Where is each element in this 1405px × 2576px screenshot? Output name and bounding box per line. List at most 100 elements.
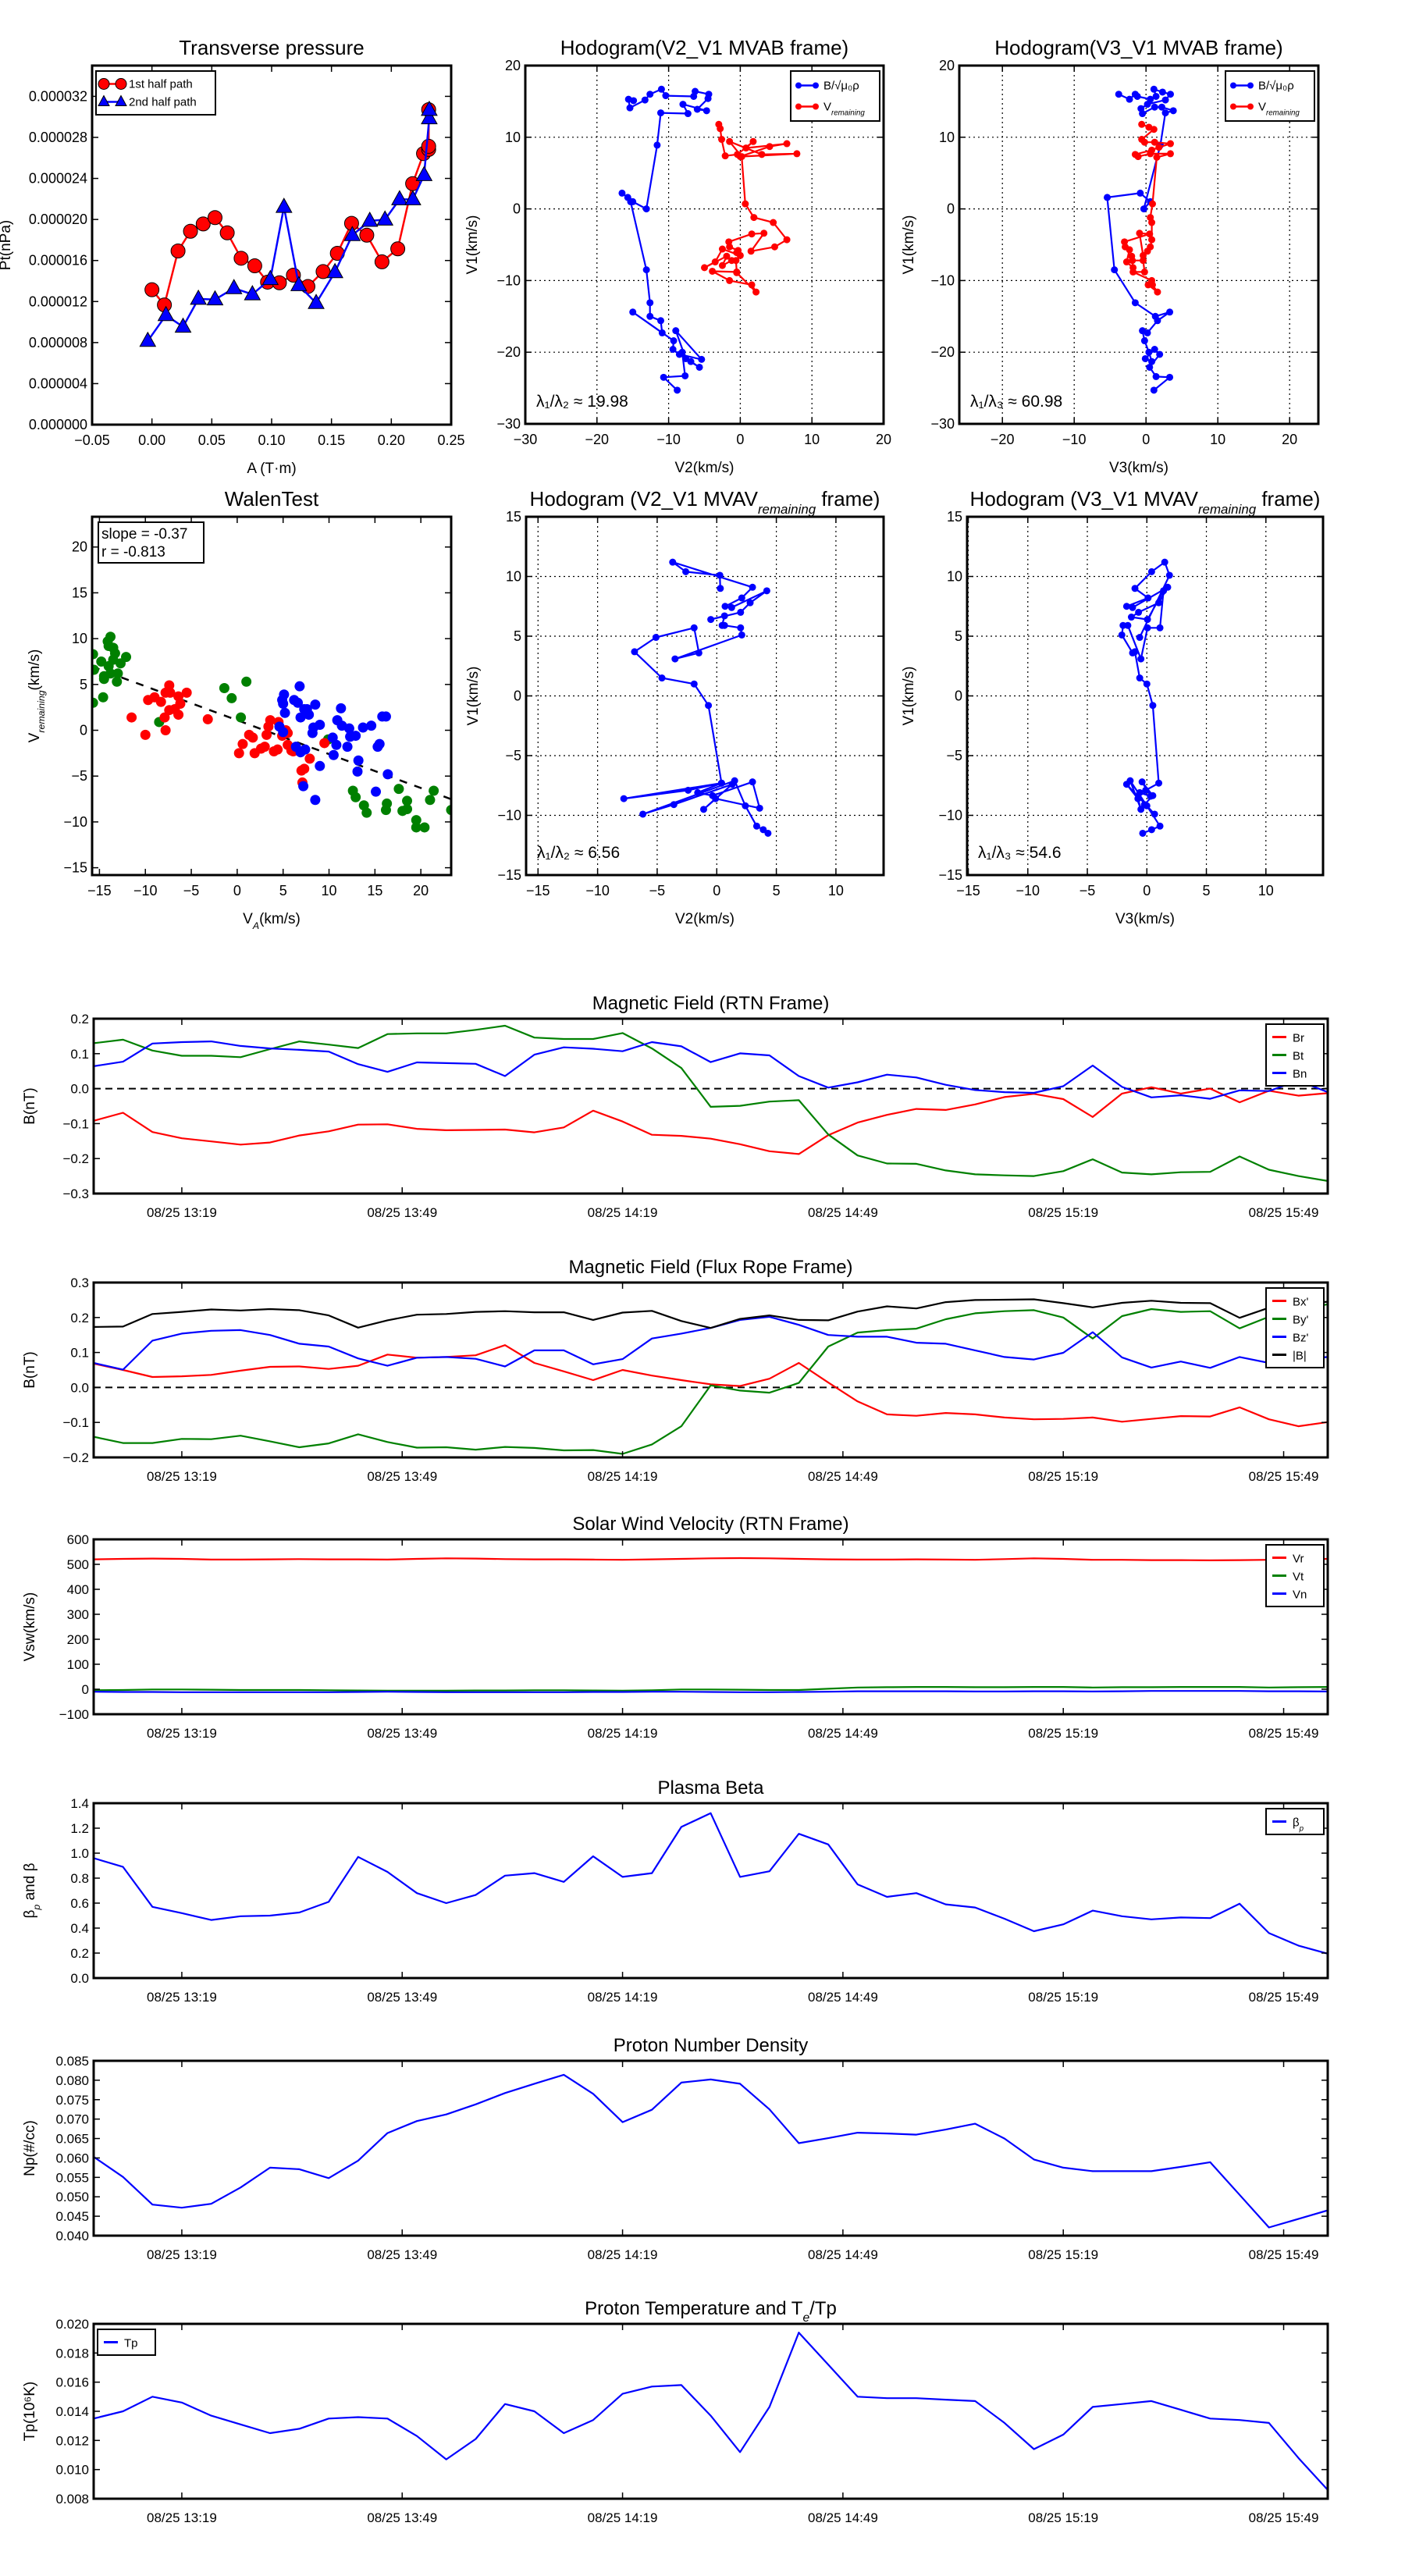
plot-area xyxy=(94,2061,1328,2236)
data-point-2nd-half-path xyxy=(174,317,192,333)
data-point-b xyxy=(1137,105,1145,112)
chart-title: Hodogram(V3_V1 MVAB frame) xyxy=(994,36,1282,59)
x-tick-label: 08/25 13:49 xyxy=(367,1726,437,1741)
data-point-hodogram-path xyxy=(671,655,679,663)
data-point-green-group xyxy=(446,805,451,816)
data-point-red-group xyxy=(181,687,192,698)
data-point-hodogram-path xyxy=(1142,786,1150,794)
chart-title: Solar Wind Velocity (RTN Frame) xyxy=(572,1514,848,1535)
data-point-vremaining xyxy=(1140,138,1148,146)
legend-entry: B/√μ₀ρ xyxy=(795,80,859,93)
legend-frame xyxy=(1225,70,1315,122)
data-point-hodogram-path xyxy=(756,804,763,812)
axes-frame xyxy=(91,515,453,877)
chart-title-suffix: frame) xyxy=(1256,487,1320,511)
data-point-hodogram-path xyxy=(682,568,690,575)
x-tick-label: 08/25 13:19 xyxy=(147,2247,217,2262)
series-line-b xyxy=(621,88,710,391)
data-point-vremaining xyxy=(1148,236,1156,244)
data-point-b xyxy=(629,197,637,205)
data-point-b xyxy=(1111,266,1119,274)
data-point-hodogram-path xyxy=(1137,806,1145,813)
data-point-green-group xyxy=(429,785,439,796)
data-point-hodogram-path xyxy=(658,674,666,682)
data-point-vremaining xyxy=(748,281,756,289)
data-point-vremaining xyxy=(752,288,760,296)
data-point-blue-group xyxy=(295,712,306,723)
legend-entry: Bt xyxy=(1272,1050,1304,1063)
x-tick-label: 08/25 15:19 xyxy=(1028,2247,1098,2262)
chart-title: Hodogram (V3_V1 MVAVremaining frame) xyxy=(970,487,1321,517)
data-point-1st-half-path xyxy=(359,227,375,243)
x-tick-label: 08/25 13:19 xyxy=(147,2510,217,2525)
x-tick-label: −0.05 xyxy=(74,432,110,448)
data-point-b xyxy=(1150,85,1158,93)
data-point-blue-group xyxy=(371,786,382,797)
y-tick-label: 10 xyxy=(947,569,962,585)
plot-marks xyxy=(94,1298,1328,1455)
data-point-b xyxy=(1148,358,1156,365)
data-point-vremaining xyxy=(1148,281,1156,289)
y-tick-label: 0.2 xyxy=(70,1012,89,1026)
y-tick-label: 0.000008 xyxy=(29,335,87,350)
series-line-p xyxy=(94,1812,1328,1955)
x-tick-label: 20 xyxy=(1282,432,1297,447)
data-point-vremaining xyxy=(770,243,778,251)
y-tick-label: 20 xyxy=(939,58,955,73)
data-point-red-group xyxy=(272,744,283,755)
x-tick-label: 08/25 14:19 xyxy=(588,1726,658,1741)
chart-title: Magnetic Field (Flux Rope Frame) xyxy=(568,1257,852,1278)
data-point-hodogram-path xyxy=(1161,558,1168,566)
data-point-blue-group xyxy=(328,749,339,760)
data-point-red-group xyxy=(237,738,248,749)
data-point-blue-group xyxy=(310,699,321,710)
series-hodogram-path xyxy=(1118,558,1173,837)
y-tick-label: 0.000000 xyxy=(29,417,87,432)
data-point-hodogram-path xyxy=(1147,792,1154,800)
x-tick-label: −10 xyxy=(656,432,681,447)
data-point-b xyxy=(1136,189,1144,197)
chart-title-main: Proton Temperature and T xyxy=(585,2298,803,2319)
data-point-b xyxy=(1146,363,1154,371)
data-point-hodogram-path xyxy=(1143,680,1151,688)
axes-frame xyxy=(92,1017,1329,1195)
data-point-1st-half-path xyxy=(170,243,186,258)
data-point-blue-group xyxy=(374,738,385,749)
data-point-1st-half-path xyxy=(247,258,262,274)
data-point-green-group xyxy=(380,805,391,816)
x-tick-label: 0.00 xyxy=(138,432,165,448)
data-point-hodogram-path xyxy=(746,599,754,607)
data-point-hodogram-path xyxy=(1118,631,1126,639)
x-tick-label: 5 xyxy=(1203,883,1211,898)
data-point-green-group xyxy=(92,649,98,660)
plot-area xyxy=(94,1539,1328,1714)
y-axis-label-main: β xyxy=(22,1910,38,1919)
data-point-2nd-half-path xyxy=(421,100,438,116)
x-tick-label: −5 xyxy=(649,883,666,898)
data-point-vremaining xyxy=(760,229,768,237)
y-axis-label: Tp(10⁶K) xyxy=(22,2382,38,2441)
plot-marks xyxy=(620,558,772,837)
data-point-1st-half-path xyxy=(421,138,436,154)
x-tick-label: 08/25 15:19 xyxy=(1028,1205,1098,1220)
data-point-red-group xyxy=(126,712,137,723)
hodogram-v3-v1-mvav-chart: −15 −10 −5 0 5 10 −15 −10 −5 0 5 10 15 Hodogram (V3_V… xyxy=(901,487,1325,927)
x-tick-label: 0 xyxy=(1143,883,1151,898)
x-tick-label: 08/25 13:49 xyxy=(367,2510,437,2525)
data-point-hodogram-path xyxy=(1131,585,1139,592)
data-point-vremaining xyxy=(766,143,774,151)
data-point-b xyxy=(1158,88,1166,96)
data-point-blue-group xyxy=(315,760,325,771)
magnetic-field-flux-rope-chart: 08/25 13:19 08/25 13:49 08/25 14:19 08/25 1… xyxy=(22,1257,1329,1484)
data-point-1st-half-path xyxy=(183,223,198,239)
plot-area xyxy=(94,1283,1328,1457)
hodogram-v2-v1-mvav-chart: −15 −10 −5 0 5 10 −15 −10 −5 0 5 10 15 Hodogram (V2_V… xyxy=(465,487,885,927)
x-tick-label: 0 xyxy=(713,883,720,898)
data-point-b xyxy=(658,329,666,336)
data-point-b xyxy=(657,109,665,117)
y-tick-label: −10 xyxy=(938,808,962,824)
eigenvalue-ratio-annotation: λ₁/λ₃ ≈ 54.6 xyxy=(978,844,1062,862)
data-point-hodogram-path xyxy=(1155,779,1163,787)
legend-marker xyxy=(795,103,802,110)
data-point-vremaining xyxy=(1122,258,1130,266)
